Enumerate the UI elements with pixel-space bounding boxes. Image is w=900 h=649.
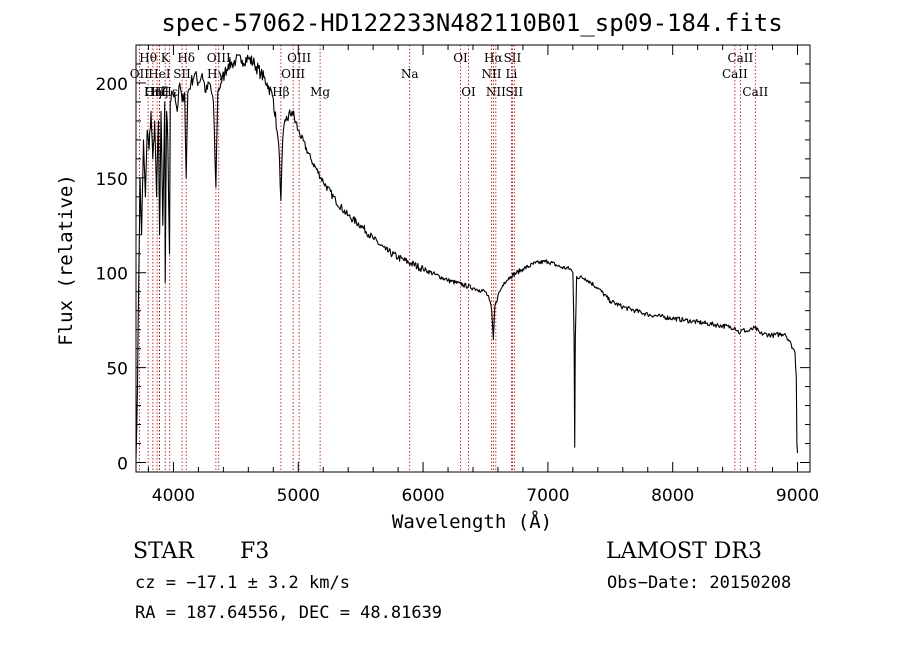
id-line-label: OI — [453, 51, 468, 65]
x-tick-label: 7000 — [526, 486, 569, 506]
y-axis-label: Flux (relative) — [55, 174, 77, 346]
plot-frame — [135, 44, 811, 473]
id-line-label: NII — [486, 85, 506, 99]
axis-labels: spec-57062-HD122233N482110B01_sp09-184.f… — [55, 9, 783, 533]
id-line-label: Hη — [144, 85, 162, 99]
object-class: STAR — [133, 539, 194, 564]
id-line-label: K — [161, 51, 171, 65]
id-line-label: CaII — [727, 51, 753, 65]
id-line-label: OIII — [287, 51, 311, 65]
axis-ticks: 4000 5000 6000 7000 8000 9000 0 50 100 150 200 — [96, 45, 819, 506]
y-tick-label: 200 — [96, 75, 128, 95]
id-line-label: Hα — [484, 51, 503, 65]
id-line-label: HeI — [148, 67, 171, 81]
id-line-label: NII — [481, 67, 501, 81]
id-line-label: SII — [173, 67, 191, 81]
id-line-label: OI — [461, 85, 476, 99]
chart-title: spec-57062-HD122233N482110B01_sp09-184.f… — [161, 9, 782, 37]
id-line-label: OIII — [281, 67, 305, 81]
id-line-label: Na — [401, 67, 419, 81]
y-tick-label: 150 — [96, 170, 128, 190]
id-line-label: SII — [504, 51, 522, 65]
spectrum-series — [135, 54, 799, 459]
id-line-label: OII — [130, 67, 150, 81]
x-axis-label: Wavelength (Å) — [392, 510, 552, 533]
y-tick-label: 100 — [96, 265, 128, 285]
redshift-cz: cz = −17.1 ± 3.2 km/s — [135, 573, 350, 593]
subclass: F3 — [240, 539, 270, 564]
y-tick-label: 0 — [117, 455, 128, 475]
id-line-label: OIII — [145, 85, 169, 99]
id-line-label: OIII — [207, 51, 231, 65]
id-line-label: Hβ — [272, 85, 289, 99]
plot-axes — [135, 44, 811, 473]
x-tick-label: 9000 — [776, 486, 819, 506]
x-tick-label: 5000 — [277, 486, 320, 506]
coordinates: RA = 187.64556, DEC = 48.81639 — [135, 603, 443, 623]
survey-name: LAMOST DR3 — [606, 539, 762, 564]
x-tick-label: 6000 — [401, 486, 444, 506]
x-tick-label: 4000 — [152, 486, 195, 506]
spectrum-line — [135, 54, 799, 459]
id-line-label: Hθ — [139, 51, 157, 65]
y-tick-label: 50 — [106, 360, 128, 380]
id-line-label: SII — [505, 85, 523, 99]
x-tick-label: 8000 — [651, 486, 694, 506]
id-line-label: CaII — [722, 67, 748, 81]
id-line-label: CaII — [742, 85, 768, 99]
id-line-label: Hγ — [207, 67, 225, 81]
obs-date: Obs−Date: 20150208 — [607, 573, 792, 593]
id-line-label: Hδ — [177, 51, 195, 65]
id-line-label: Li — [506, 67, 518, 81]
id-line-label: Mg — [310, 85, 330, 99]
